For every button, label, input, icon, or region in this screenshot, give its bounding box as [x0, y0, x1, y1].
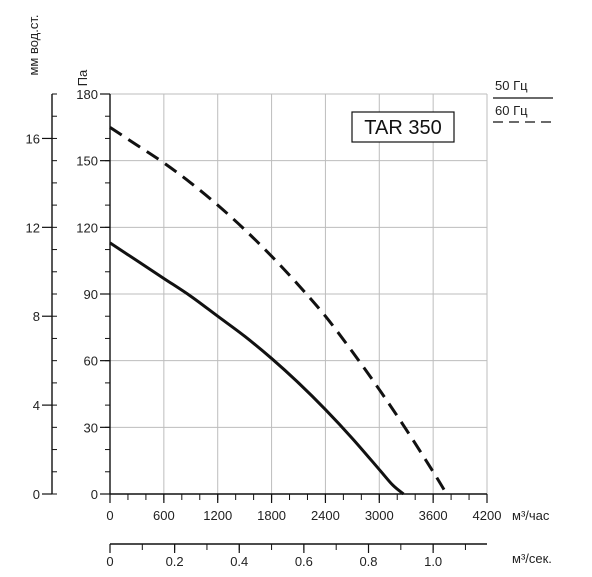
x2-tick-label: 0.4 — [230, 554, 248, 569]
y2-tick-label: 12 — [26, 220, 40, 235]
y-axis-unit: Па — [75, 69, 90, 86]
x-tick-label: 2400 — [311, 508, 340, 523]
y2-axis-unit: мм вод.ст. — [26, 14, 41, 75]
x2-tick-label: 0.8 — [359, 554, 377, 569]
series-line-50hz — [109, 241, 405, 496]
y-tick-label: 30 — [84, 420, 98, 435]
y-tick-label: 150 — [76, 154, 98, 169]
y-tick-label: 0 — [91, 487, 98, 502]
legend-label-50hz: 50 Гц — [495, 78, 528, 93]
x-tick-label: 4200 — [473, 508, 502, 523]
y2-tick-label: 0 — [33, 487, 40, 502]
series-layer — [109, 126, 448, 496]
grid — [110, 93, 488, 494]
x2-tick-label: 0 — [106, 554, 113, 569]
x2-tick-label: 0.2 — [166, 554, 184, 569]
legend: 50 Гц 60 Гц — [493, 78, 553, 123]
x-tick-label: 3000 — [365, 508, 394, 523]
x2-tick-label: 1.0 — [424, 554, 442, 569]
y-tick-label: 90 — [84, 287, 98, 302]
chart-title-box: TAR 350 — [351, 111, 455, 143]
x-tick-label: 0 — [106, 508, 113, 523]
series-line-60hz — [109, 126, 448, 495]
x-tick-label: 1800 — [257, 508, 286, 523]
y2-tick-label: 4 — [33, 398, 40, 413]
x-axis-unit: м³/час — [512, 508, 550, 523]
x-tick-label: 600 — [153, 508, 175, 523]
x2-axis-unit: м³/сек. — [512, 551, 552, 566]
y-tick-label: 120 — [76, 220, 98, 235]
legend-label-60hz: 60 Гц — [495, 103, 528, 118]
y-tick-label: 60 — [84, 354, 98, 369]
x2-tick-label: 0.6 — [295, 554, 313, 569]
y-tick-label: 180 — [76, 87, 98, 102]
x-tick-label: 3600 — [419, 508, 448, 523]
y2-tick-label: 16 — [26, 131, 40, 146]
x-tick-label: 1200 — [203, 508, 232, 523]
chart-title: TAR 350 — [364, 117, 441, 139]
y2-tick-label: 8 — [33, 309, 40, 324]
